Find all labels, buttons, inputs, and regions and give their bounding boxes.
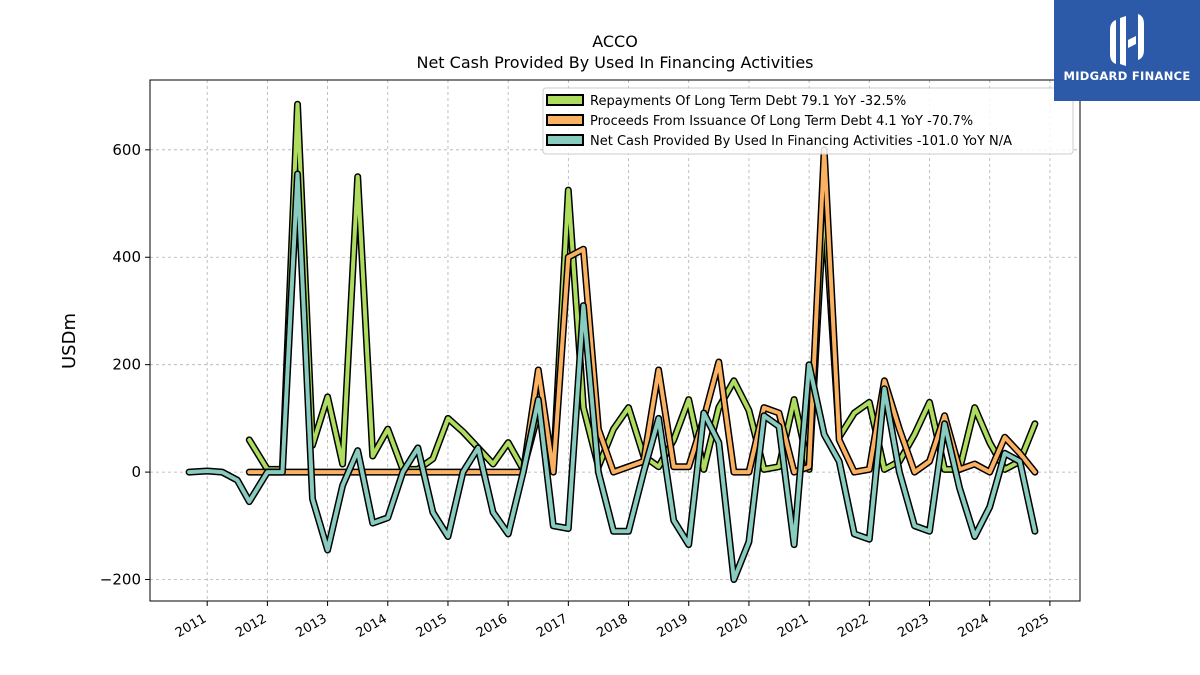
legend-label-1: Proceeds From Issuance Of Long Term Debt… bbox=[590, 114, 973, 129]
x-tick-label: 2021 bbox=[775, 611, 811, 641]
legend-swatch-1 bbox=[546, 114, 584, 126]
legend: Repayments Of Long Term Debt 79.1 YoY -3… bbox=[542, 87, 1074, 155]
legend-label-0: Repayments Of Long Term Debt 79.1 YoY -3… bbox=[590, 94, 906, 109]
series-layer bbox=[185, 100, 1039, 583]
x-tick-label: 2015 bbox=[414, 611, 450, 641]
legend-swatch-2 bbox=[546, 134, 584, 146]
x-tick-label: 2022 bbox=[835, 611, 871, 641]
plot-frame bbox=[149, 79, 1081, 602]
series-line-2 bbox=[187, 172, 1037, 582]
x-tick-label: 2023 bbox=[895, 611, 931, 641]
y-tick-label: −200 bbox=[100, 571, 141, 589]
x-tick-label: 2019 bbox=[655, 611, 691, 641]
series-outline-0 bbox=[245, 100, 1039, 473]
x-tick-label: 2020 bbox=[715, 611, 751, 641]
x-tick-label: 2025 bbox=[1016, 611, 1052, 641]
x-tick-label: 2011 bbox=[173, 611, 209, 641]
y-axis-title: USDm bbox=[59, 313, 80, 369]
logo-text: MIDGARD FINANCE bbox=[1063, 69, 1191, 83]
x-axis: 2011 2012 2013 2014 2015 2016 2017 2018 2019 2020… bbox=[173, 601, 1052, 641]
legend-label-2: Net Cash Provided By Used In Financing A… bbox=[590, 134, 1012, 149]
legend-swatch-0 bbox=[546, 94, 584, 106]
y-tick-label: 400 bbox=[112, 248, 141, 266]
logo-mark-icon bbox=[1110, 14, 1144, 66]
legend-box bbox=[542, 87, 1074, 155]
x-tick-label: 2016 bbox=[474, 611, 510, 641]
x-tick-label: 2013 bbox=[293, 611, 329, 641]
y-axis: −200 0 200 400 600 bbox=[100, 141, 150, 589]
chart-subtitle: Net Cash Provided By Used In Financing A… bbox=[416, 53, 813, 72]
y-tick-label: 600 bbox=[112, 141, 141, 159]
x-tick-label: 2014 bbox=[354, 611, 390, 641]
brand-logo: MIDGARD FINANCE bbox=[1054, 0, 1200, 101]
y-tick-label: 0 bbox=[131, 463, 141, 481]
chart-title: ACCO bbox=[592, 32, 638, 51]
x-tick-label: 2012 bbox=[233, 611, 269, 641]
x-tick-label: 2017 bbox=[534, 611, 570, 641]
x-tick-label: 2018 bbox=[594, 611, 630, 641]
x-tick-label: 2024 bbox=[956, 611, 992, 641]
y-tick-label: 200 bbox=[112, 356, 141, 374]
